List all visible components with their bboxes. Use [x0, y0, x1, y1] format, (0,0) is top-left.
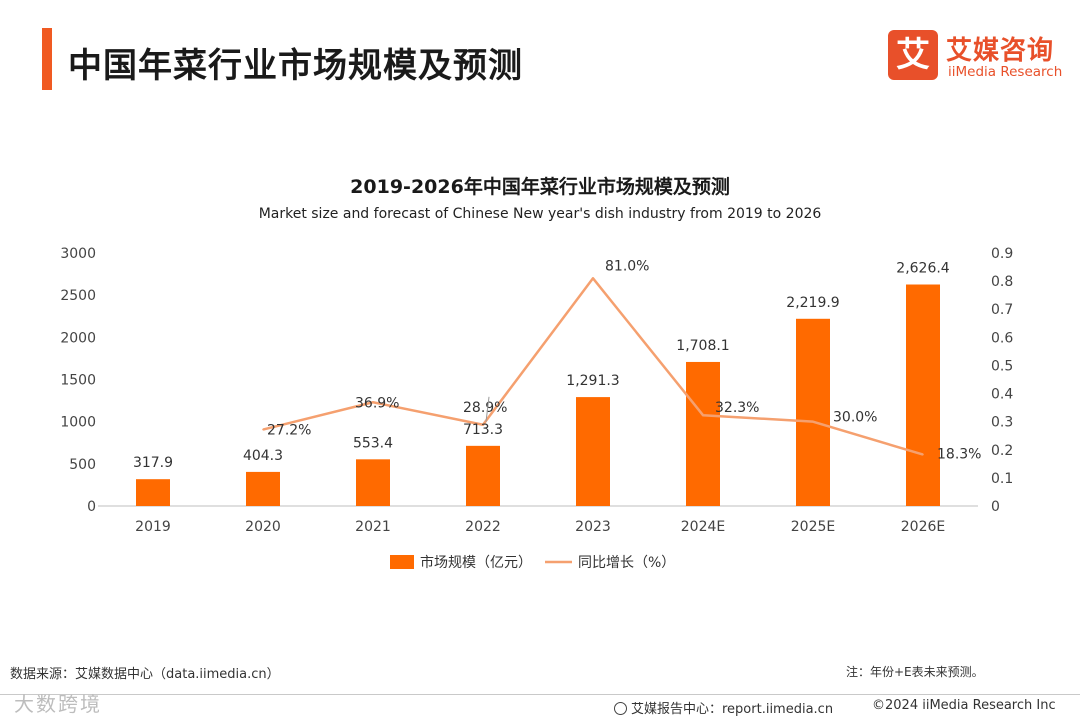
growth-value-label: 30.0%	[833, 410, 877, 426]
bar-value-label: 404.3	[243, 448, 283, 464]
y-right-tick-label: 0	[991, 499, 1000, 515]
data-source: 数据来源：艾媒数据中心（data.iimedia.cn）	[10, 667, 280, 682]
y-left-tick-label: 1500	[60, 373, 96, 389]
bar-value-label: 1,291.3	[566, 373, 619, 389]
growth-value-label: 28.9%	[463, 400, 507, 416]
x-tick-label: 2026E	[901, 519, 945, 535]
brand-logo-icon: 艾	[888, 30, 938, 80]
growth-point	[262, 428, 264, 431]
bar	[576, 397, 610, 506]
bar-value-label: 1,708.1	[676, 338, 729, 354]
growth-value-label: 18.3%	[937, 447, 981, 463]
footer-divider	[0, 694, 1080, 695]
legend-line-label: 同比增长（%）	[578, 555, 675, 571]
bar	[136, 479, 170, 506]
forecast-note: 注：年份+E表未来预测。	[846, 665, 984, 679]
brand-logo: 艾 艾媒咨询 iiMedia Research	[888, 28, 1068, 84]
bar-value-label: 553.4	[353, 435, 393, 451]
y-right-tick-label: 0.8	[991, 274, 1013, 290]
y-right-tick-label: 0.9	[991, 246, 1013, 262]
x-tick-label: 2019	[135, 519, 171, 535]
growth-point	[702, 414, 704, 417]
watermark: 大数跨境	[14, 692, 102, 716]
growth-value-label: 36.9%	[355, 395, 399, 411]
y-right-tick-label: 0.7	[991, 302, 1013, 318]
y-right-tick-label: 0.2	[991, 443, 1013, 459]
growth-point	[372, 401, 374, 404]
growth-value-label: 27.2%	[267, 423, 311, 439]
bar	[686, 361, 720, 506]
growth-label-leader	[485, 396, 490, 422]
growth-point	[482, 423, 484, 426]
y-left-tick-label: 2000	[60, 330, 96, 346]
growth-value-label: 32.3%	[715, 400, 759, 416]
x-tick-label: 2021	[355, 519, 391, 535]
bar	[466, 445, 500, 506]
brand-name-en: iiMedia Research	[948, 64, 1063, 80]
report-center-text: 艾媒报告中心：report.iimedia.cn	[631, 702, 834, 717]
bar-value-label: 2,219.9	[786, 295, 839, 311]
bar	[246, 471, 280, 506]
y-right-tick-label: 0.4	[991, 387, 1013, 403]
bar	[906, 284, 940, 506]
chart-subtitle: Market size and forecast of Chinese New …	[258, 206, 822, 222]
brand-name-cn: 艾媒咨询	[946, 36, 1055, 66]
y-right-tick-label: 0.5	[991, 358, 1013, 374]
title-accent-bar	[42, 28, 52, 90]
report-center: 艾媒报告中心：report.iimedia.cn	[614, 698, 833, 717]
y-right-tick-label: 0.6	[991, 330, 1013, 346]
x-tick-label: 2024E	[681, 519, 725, 535]
copyright: ©2024 iiMedia Research Inc	[872, 698, 1056, 713]
growth-point	[592, 277, 594, 280]
chart-title: 2019-2026年中国年菜行业市场规模及预测	[350, 176, 730, 198]
x-tick-label: 2022	[465, 519, 501, 535]
legend-bar-swatch	[390, 555, 414, 569]
bar-value-label: 2,626.4	[896, 261, 950, 277]
y-left-tick-label: 2500	[60, 288, 96, 304]
y-right-tick-label: 0.3	[991, 415, 1013, 431]
legend-bar-label: 市场规模（亿元）	[420, 554, 532, 571]
growth-point	[922, 453, 924, 456]
bar-value-label: 317.9	[133, 455, 173, 471]
y-left-tick-label: 1000	[60, 415, 96, 431]
growth-value-label: 81.0%	[605, 258, 649, 274]
bar-value-label: 713.3	[463, 422, 503, 438]
x-tick-label: 2025E	[791, 519, 835, 535]
growth-point	[812, 420, 814, 423]
y-left-tick-label: 0	[87, 499, 96, 515]
x-tick-label: 2023	[575, 519, 611, 535]
y-left-tick-label: 500	[69, 457, 96, 473]
bar	[796, 318, 830, 506]
y-right-tick-label: 0.1	[991, 471, 1013, 487]
x-tick-label: 2020	[245, 519, 281, 535]
bar	[356, 459, 390, 506]
page-title: 中国年菜行业市场规模及预测	[68, 46, 523, 86]
globe-icon	[614, 702, 627, 715]
y-left-tick-label: 3000	[60, 246, 96, 262]
